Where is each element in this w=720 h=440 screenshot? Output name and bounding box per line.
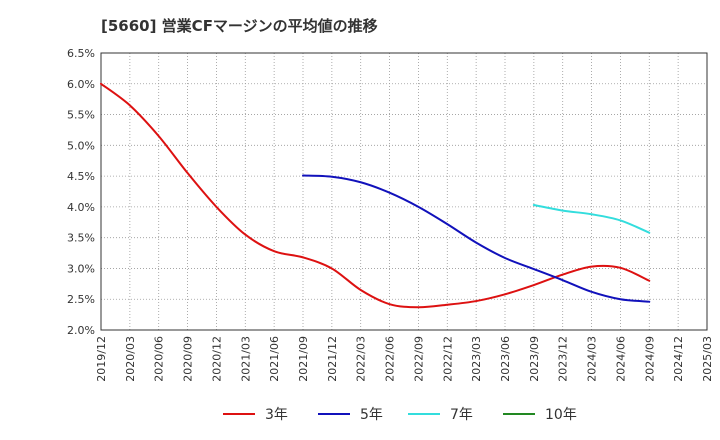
legend-label-1: 3年: [265, 407, 288, 423]
y-tick-label: 6.0%: [67, 78, 95, 91]
x-tick-label: 2020/03: [124, 336, 137, 382]
x-tick-label: 2020/12: [210, 336, 223, 382]
y-tick-label: 3.5%: [67, 232, 95, 245]
y-tick-label: 5.0%: [67, 139, 95, 152]
x-tick-label: 2022/06: [384, 336, 397, 382]
x-tick-label: 2022/12: [441, 336, 454, 382]
series-line-1: [100, 82, 651, 309]
y-tick-label: 6.5%: [67, 47, 95, 60]
y-tick-label: 5.5%: [67, 109, 95, 122]
series-layer: [100, 82, 651, 309]
x-tick-label: 2019/12: [95, 336, 108, 382]
x-tick-label: 2023/06: [499, 336, 512, 382]
chart-title: [5660] 営業CFマージンの平均値の推移: [101, 17, 378, 35]
y-tick-label: 3.0%: [67, 262, 95, 275]
legend-label-2: 5年: [360, 407, 383, 423]
x-tick-label: 2020/06: [153, 336, 166, 382]
legend-label-4: 10年: [545, 407, 577, 423]
x-tick-label: 2021/09: [297, 336, 310, 382]
x-tick-label: 2023/09: [528, 336, 541, 382]
x-tick-label: 2025/03: [701, 336, 714, 382]
x-tick-label: 2024/06: [614, 336, 627, 382]
x-tick-label: 2022/03: [355, 336, 368, 382]
x-tick-label: 2020/09: [182, 336, 195, 382]
legend: 3年 5年 7年 10年: [223, 407, 577, 423]
y-tick-label: 2.5%: [67, 293, 95, 306]
series-line-3: [532, 204, 651, 234]
legend-label-3: 7年: [450, 407, 473, 423]
plot-frame: [100, 52, 708, 331]
x-tick-label: 2023/12: [557, 336, 570, 382]
x-tick-label: 2023/03: [470, 336, 483, 382]
y-tick-label: 4.5%: [67, 170, 95, 183]
grid-layer: [100, 52, 708, 331]
x-tick-label: 2021/03: [239, 336, 252, 382]
y-tick-label: 2.0%: [67, 324, 95, 337]
x-tick-label: 2022/09: [412, 336, 425, 382]
series-line-2: [302, 174, 651, 303]
x-tick-label: 2024/03: [586, 336, 599, 382]
x-tick-label: 2024/09: [643, 336, 656, 382]
x-tick-label: 2021/12: [326, 336, 339, 382]
x-tick-label: 2024/12: [672, 336, 685, 382]
x-tick-label: 2021/06: [268, 336, 281, 382]
y-tick-label: 4.0%: [67, 201, 95, 214]
axis-layer: 2.0% 2.5% 3.0% 3.5% 4.0% 4.5% 5.0% 5.5% 6.0% 6.5%…: [67, 47, 714, 382]
